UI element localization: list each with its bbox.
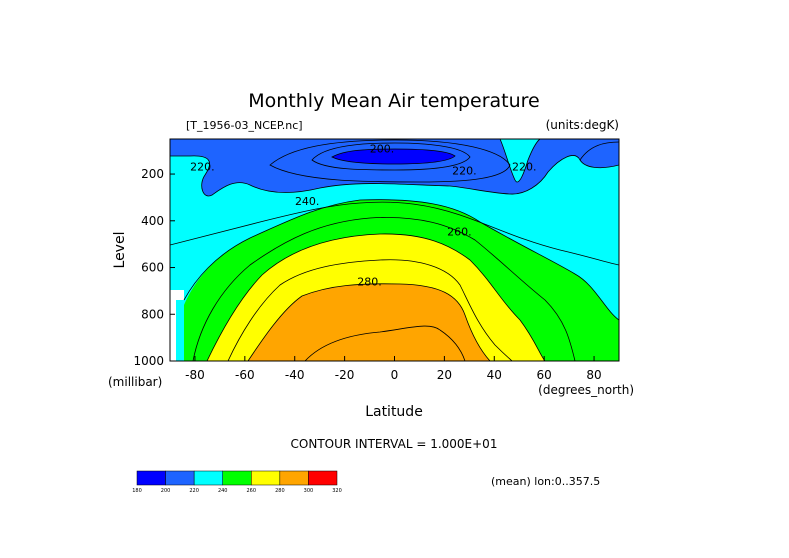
- colorbar-tick-label: 260: [247, 488, 257, 494]
- x-tick-label: -40: [285, 368, 305, 382]
- contour-label: 220.: [452, 165, 477, 178]
- chart-title: Monthly Mean Air temperature: [248, 90, 539, 112]
- contour-line-200: [331, 148, 456, 165]
- x-tick-label: -20: [335, 368, 355, 382]
- filled-contours: [170, 139, 619, 361]
- x-axis-title: Latitude: [365, 404, 423, 420]
- x-tick-label: 60: [537, 368, 552, 382]
- colorbar-swatch: [136, 470, 166, 486]
- x-tick-label: -80: [185, 368, 205, 382]
- contour-label: 220.: [190, 161, 215, 174]
- contour-line-290: [304, 325, 466, 361]
- y-tick-label: 200: [141, 167, 164, 181]
- y-axis-title: Level: [112, 232, 128, 269]
- contour-line-260: [206, 233, 546, 361]
- y-axis: 200 400 600 800 1000: [133, 167, 175, 368]
- x-tick-label: 20: [437, 368, 452, 382]
- footer-note: (mean) lon:0..357.5: [491, 475, 600, 488]
- contour-label: 200.: [370, 142, 395, 155]
- band-280-300: [248, 283, 490, 361]
- y-tick-label: 800: [141, 307, 164, 321]
- colorbar-swatch: [222, 470, 252, 486]
- contour-line-240: [183, 199, 619, 321]
- band-200-220: [170, 139, 619, 196]
- y-tick-label: 600: [141, 261, 164, 275]
- units-label: (units:degK): [546, 118, 619, 132]
- contour-line-230: [170, 201, 619, 266]
- y-tick-label: 400: [141, 214, 164, 228]
- colorbar-tick-label: 320: [332, 488, 342, 494]
- colorbar-tick-label: 200: [161, 488, 171, 494]
- contour-interval-label: CONTOUR INTERVAL = 1.000E+01: [291, 437, 498, 451]
- contour-label: 280.: [357, 276, 382, 289]
- x-tick-label: -60: [235, 368, 255, 382]
- band-180-200: [332, 149, 455, 164]
- colorbar-tick-label: 220: [189, 488, 199, 494]
- contour-line-220-right: [499, 139, 541, 183]
- colorbar: 180 200 220 240 260 280 300 320: [132, 470, 342, 494]
- plot-area: 200. 220. 220. 220. 240. 260. 280.: [169, 138, 620, 362]
- colorbar-swatch: [165, 470, 195, 486]
- y-axis-unit-label: (millibar): [108, 375, 162, 389]
- x-tick-label: 80: [586, 368, 601, 382]
- x-tick-label: 0: [391, 368, 399, 382]
- contour-lines: [170, 139, 619, 361]
- colorbar-swatch: [193, 470, 223, 486]
- source-file-label: [T_1956-03_NCEP.nc]: [186, 119, 303, 132]
- contour-line-270: [227, 259, 513, 361]
- contour-line-280: [247, 283, 491, 361]
- colorbar-swatch: [279, 470, 309, 486]
- colorbar-swatch: [308, 470, 338, 486]
- contour-line-210-right: [579, 141, 619, 161]
- contour-labels: 200. 220. 220. 220. 240. 260. 280.: [190, 142, 536, 288]
- x-axis: -80 -60 -40 -20 0 20 40 60 80: [185, 356, 602, 382]
- colorbar-tick-label: 180: [132, 488, 142, 494]
- colorbar-swatch: [251, 470, 281, 486]
- x-axis-unit-label: (degrees_north): [538, 383, 634, 397]
- contour-line-190: [311, 142, 471, 171]
- colorbar-tick-label: 240: [218, 488, 228, 494]
- colorbar-tick-label: 280: [275, 488, 285, 494]
- contour-label: 260.: [447, 225, 472, 238]
- contour-label: 220.: [512, 161, 537, 174]
- contour-line-250: [192, 217, 576, 361]
- contour-line-210: [269, 139, 511, 183]
- contour-label: 240.: [295, 195, 320, 208]
- x-tick-label: 40: [487, 368, 502, 382]
- contour-line-220: [170, 155, 619, 197]
- colorbar-tick-label: 300: [304, 488, 314, 494]
- y-tick-label: 1000: [133, 354, 164, 368]
